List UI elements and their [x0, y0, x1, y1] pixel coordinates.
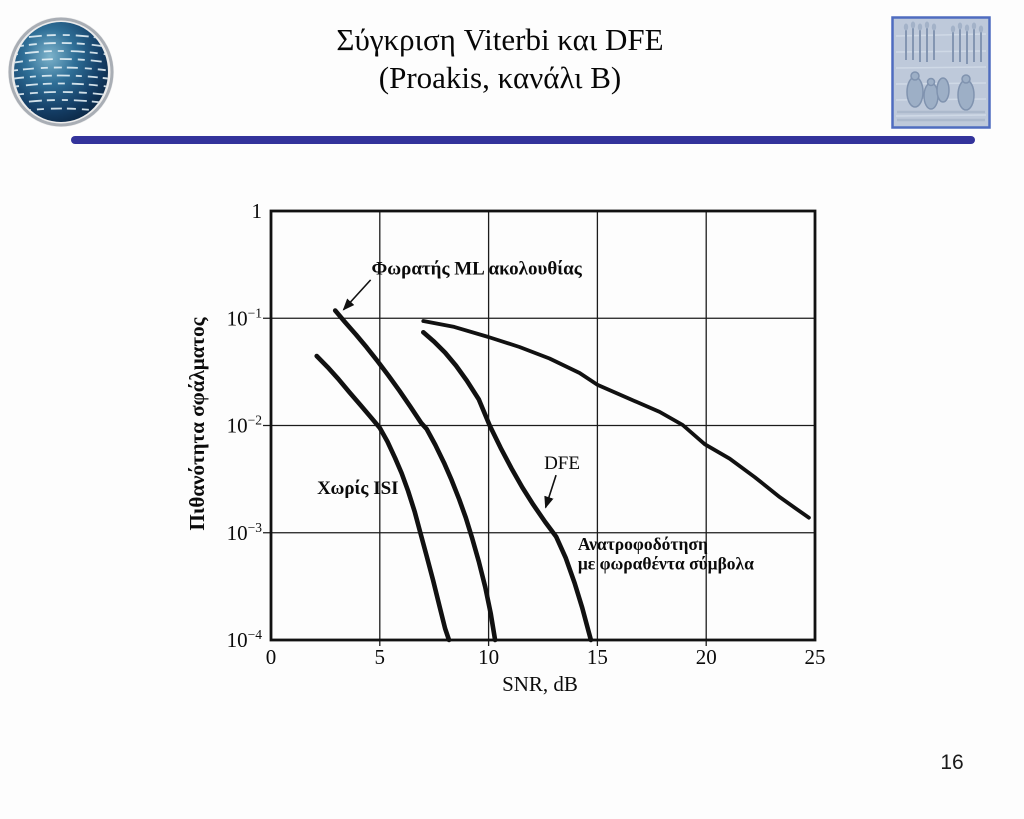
title-underline-bar	[71, 136, 975, 144]
annotation-4: Ανατροφοδότηση	[578, 534, 708, 554]
x-tick-label-10: 10	[478, 645, 499, 669]
x-axis-title: SNR, dB	[502, 672, 578, 696]
y-tick-label: 1	[252, 199, 263, 223]
globe-logo	[6, 14, 116, 128]
annotation-1: Φωρατής ML ακολουθίας	[372, 259, 583, 280]
x-tick-label-25: 25	[805, 645, 826, 669]
globe-logo-icon	[8, 17, 114, 127]
annotation-2: Χωρίς ISI	[317, 478, 398, 499]
annotation-arrow-3	[544, 474, 557, 509]
x-tick-label-20: 20	[696, 645, 717, 669]
annotation-arrow-1	[342, 279, 372, 311]
y-tick-label: 10−1	[227, 305, 262, 330]
y-tick-label: 10−2	[227, 413, 262, 438]
x-tick-label-15: 15	[587, 645, 608, 669]
curve-3	[421, 330, 594, 643]
curve-2	[332, 308, 498, 643]
slide-title: Σύγκριση Viterbi και DFE (Proakis, κανάλ…	[0, 21, 1000, 97]
y-tick-label: 10−4	[227, 627, 263, 652]
curve-4	[421, 319, 811, 520]
slide-title-line2: (Proakis, κανάλι B)	[378, 60, 622, 95]
y-axis-title: Πιθανότητα σφάλματος	[185, 316, 209, 530]
curve-1	[314, 353, 452, 643]
x-tick-label-0: 0	[266, 645, 277, 669]
y-tick-label: 10−3	[227, 520, 263, 545]
x-tick-label-5: 5	[375, 645, 386, 669]
relief-artwork-image	[891, 16, 991, 129]
relief-artwork	[891, 16, 991, 129]
page-number: 16	[940, 751, 964, 774]
annotation-5: με φωραθέντα σύμβολα	[578, 553, 754, 573]
annotation-3: DFE	[544, 453, 580, 474]
slide-title-line1: Σύγκριση Viterbi και DFE	[336, 22, 664, 57]
plot-border	[269, 209, 817, 642]
